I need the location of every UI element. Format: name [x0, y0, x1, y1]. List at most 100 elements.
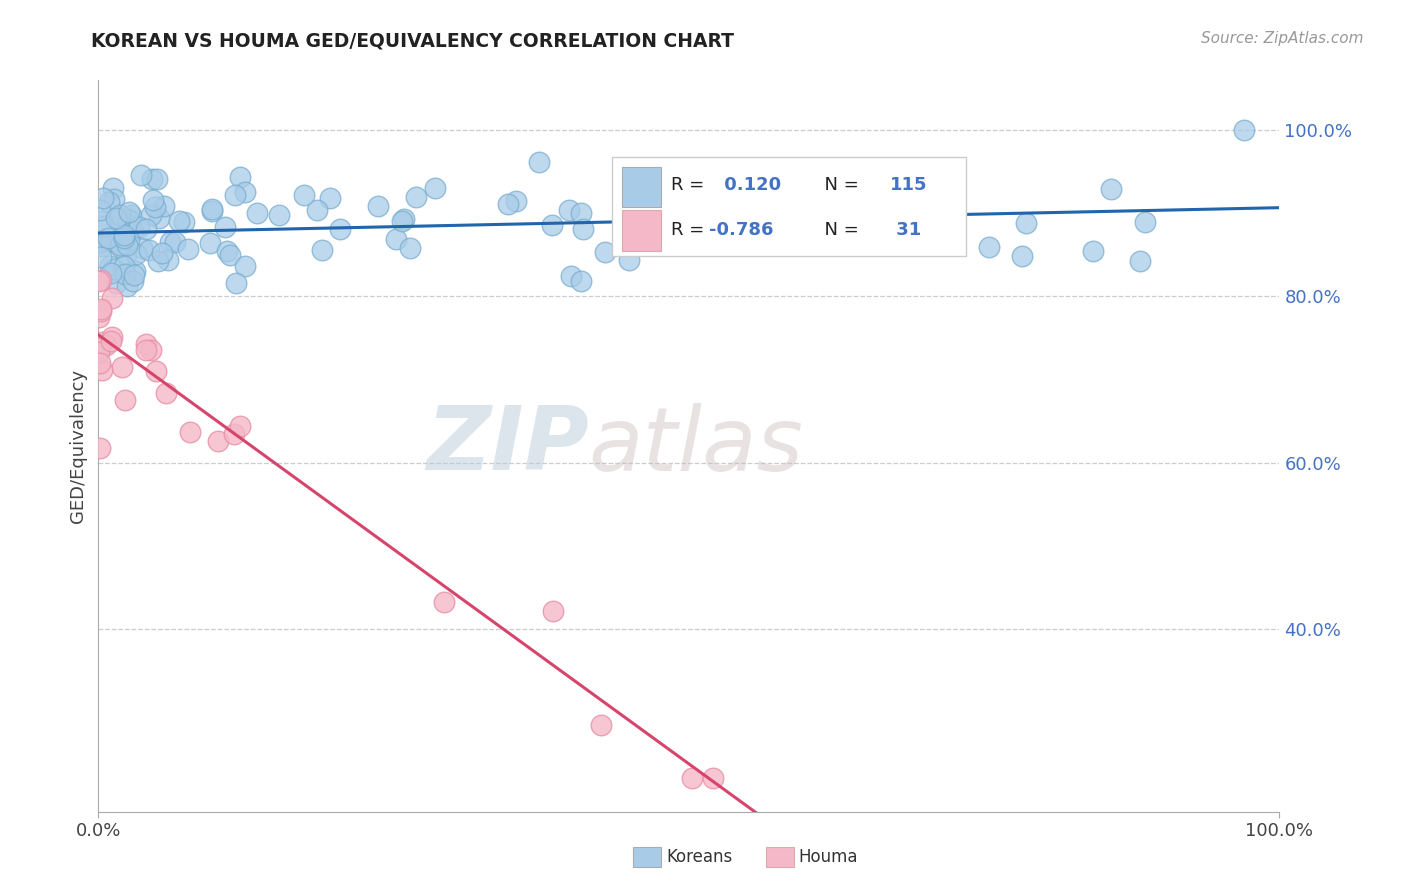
Point	[1081, 244, 1104, 259]
FancyBboxPatch shape	[612, 157, 966, 256]
Point	[90, 250, 112, 264]
Point	[117, 211, 139, 226]
Point	[1129, 253, 1152, 268]
Text: R =: R =	[671, 176, 710, 194]
Point	[110, 240, 132, 254]
Point	[138, 243, 160, 257]
Point	[108, 211, 131, 226]
Point	[307, 202, 329, 217]
Point	[148, 254, 170, 268]
Point	[153, 199, 176, 213]
Point	[105, 276, 128, 290]
Point	[225, 276, 247, 290]
Point	[267, 208, 290, 222]
Point	[399, 241, 422, 255]
Point	[96, 338, 118, 352]
Point	[1133, 215, 1156, 229]
Text: Source: ZipAtlas.com: Source: ZipAtlas.com	[1201, 31, 1364, 46]
Point	[145, 364, 167, 378]
Point	[146, 172, 169, 186]
Point	[89, 235, 111, 250]
Point	[167, 213, 190, 227]
Text: 115: 115	[890, 176, 927, 194]
Point	[612, 235, 634, 250]
Y-axis label: GED/Equivalency: GED/Equivalency	[69, 369, 87, 523]
Point	[391, 214, 413, 228]
Point	[125, 247, 148, 261]
Point	[150, 245, 173, 260]
Text: KOREAN VS HOUMA GED/EQUIVALENCY CORRELATION CHART: KOREAN VS HOUMA GED/EQUIVALENCY CORRELAT…	[91, 31, 734, 50]
Point	[104, 211, 127, 225]
Point	[246, 206, 269, 220]
Point	[1015, 216, 1038, 230]
Point	[135, 343, 157, 358]
Point	[433, 595, 456, 609]
Point	[176, 242, 198, 256]
Point	[384, 231, 406, 245]
Point	[423, 181, 446, 195]
Point	[201, 202, 224, 217]
Point	[294, 187, 316, 202]
Point	[229, 169, 252, 184]
Point	[527, 155, 550, 169]
Point	[108, 237, 131, 252]
Point	[112, 228, 135, 243]
Point	[118, 233, 141, 247]
Point	[496, 197, 519, 211]
Point	[200, 235, 222, 250]
Text: ZIP: ZIP	[426, 402, 589, 490]
Point	[911, 185, 934, 199]
Point	[235, 259, 257, 273]
Point	[148, 211, 170, 225]
Text: R =: R =	[671, 221, 710, 239]
Point	[572, 222, 595, 236]
Point	[560, 268, 582, 283]
Point	[103, 181, 125, 195]
Point	[540, 218, 562, 232]
Point	[645, 180, 668, 194]
Point	[120, 208, 142, 222]
Point	[367, 199, 389, 213]
Point	[131, 241, 153, 255]
Point	[117, 205, 139, 219]
Point	[979, 240, 1001, 254]
Point	[179, 425, 201, 439]
Point	[112, 230, 135, 244]
Point	[100, 266, 122, 280]
Text: Koreans: Koreans	[666, 848, 733, 866]
Point	[122, 268, 145, 282]
Point	[165, 235, 187, 249]
Point	[1099, 182, 1122, 196]
Point	[103, 261, 125, 276]
Point	[217, 244, 239, 259]
Point	[100, 234, 122, 248]
Point	[100, 334, 122, 349]
Point	[319, 191, 342, 205]
Point	[617, 253, 640, 268]
Point	[89, 310, 111, 325]
Point	[110, 208, 132, 222]
Point	[90, 301, 112, 316]
Point	[329, 222, 352, 236]
Point	[128, 219, 150, 234]
Point	[112, 259, 135, 273]
Point	[505, 194, 527, 209]
FancyBboxPatch shape	[621, 167, 661, 207]
Point	[90, 303, 112, 318]
Point	[915, 178, 938, 193]
Point	[103, 192, 125, 206]
Point	[229, 419, 252, 434]
Point	[589, 718, 612, 732]
Point	[114, 267, 136, 281]
Point	[1233, 123, 1256, 137]
Point	[214, 220, 236, 235]
Point	[100, 291, 122, 305]
Point	[120, 214, 142, 228]
Point	[235, 185, 257, 199]
Point	[89, 356, 111, 370]
Point	[90, 273, 112, 287]
Point	[114, 392, 136, 407]
Text: 0.120: 0.120	[718, 176, 782, 194]
Point	[935, 220, 957, 235]
Point	[90, 214, 112, 228]
